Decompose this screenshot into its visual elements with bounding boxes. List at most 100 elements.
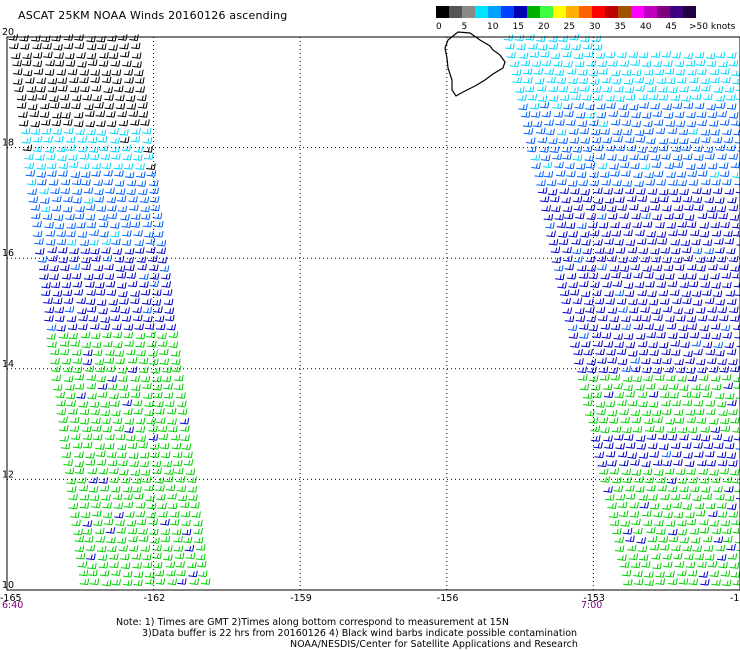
wind-barb	[110, 137, 120, 144]
wind-barb	[70, 340, 80, 347]
wind-barb	[592, 391, 602, 399]
wind-barb	[173, 545, 184, 552]
wind-barb	[716, 205, 727, 213]
wind-barb	[637, 238, 647, 245]
wind-barb	[63, 42, 74, 50]
wind-barb	[726, 348, 737, 356]
wind-barb	[562, 51, 572, 58]
wind-barb	[60, 187, 71, 195]
wind-barb	[673, 459, 683, 466]
wind-barb	[97, 43, 107, 50]
longitude-label: -165	[0, 593, 22, 604]
wind-barb	[641, 357, 651, 365]
wind-barb	[611, 230, 622, 237]
wind-barb	[585, 162, 596, 169]
wind-barb	[55, 315, 65, 322]
wind-barb	[648, 494, 658, 501]
wind-barb	[109, 553, 119, 560]
wind-barb	[103, 518, 114, 526]
wind-barb	[126, 519, 137, 527]
wind-barb	[660, 391, 670, 399]
wind-barb	[697, 212, 708, 220]
wind-barb	[674, 417, 685, 424]
wind-barb	[724, 188, 735, 195]
wind-barb	[623, 78, 634, 85]
wind-barb	[614, 289, 625, 297]
legend-swatch	[475, 6, 488, 18]
wind-barb	[66, 315, 77, 323]
wind-barb	[554, 69, 565, 76]
wind-barb	[548, 85, 559, 93]
wind-barb	[734, 538, 740, 544]
wind-barb	[653, 119, 664, 126]
wind-barb	[62, 289, 73, 297]
wind-barb	[677, 477, 688, 484]
wind-barb	[135, 332, 146, 340]
wind-barb	[68, 493, 78, 501]
wind-barb	[531, 60, 542, 68]
legend-swatch	[631, 6, 644, 18]
wind-barb	[623, 229, 633, 237]
legend-swatch	[436, 6, 449, 18]
wind-barb	[71, 94, 82, 102]
wind-barb	[619, 60, 630, 67]
wind-barb	[670, 340, 681, 347]
wind-barb	[115, 265, 126, 272]
wind-barb	[583, 399, 593, 407]
wind-barb	[728, 153, 739, 160]
wind-barb	[82, 358, 93, 366]
wind-barb	[140, 119, 150, 126]
wind-barb	[692, 187, 702, 195]
wind-barb	[696, 417, 707, 424]
wind-barb	[688, 578, 699, 586]
wind-barb	[627, 399, 638, 407]
wind-barb	[600, 476, 610, 483]
wind-barb	[707, 162, 718, 170]
wind-barb	[637, 298, 648, 306]
wind-barb	[724, 442, 735, 450]
wind-barb	[13, 68, 23, 75]
wind-barb	[156, 493, 166, 501]
wind-barb	[520, 59, 531, 67]
wind-barb	[127, 442, 138, 449]
map-title: ASCAT 25KM NOAA Winds 20160126 ascending	[18, 9, 288, 22]
wind-barb	[686, 263, 697, 271]
wind-barb	[135, 247, 145, 254]
wind-barb	[130, 375, 140, 382]
wind-barb	[559, 94, 570, 101]
wind-barb	[617, 501, 628, 509]
wind-barb	[718, 162, 729, 169]
wind-barb	[662, 553, 672, 560]
wind-barb	[144, 571, 155, 578]
wind-barb	[581, 340, 591, 348]
wind-barb	[571, 43, 581, 51]
wind-barb	[618, 256, 628, 264]
wind-barb	[668, 188, 679, 196]
wind-barb	[620, 561, 630, 568]
wind-barb	[64, 127, 74, 135]
wind-barb	[666, 374, 676, 382]
wind-barb	[732, 528, 740, 534]
wind-barb	[564, 263, 575, 271]
wind-barb	[86, 43, 97, 51]
wind-barb	[697, 366, 707, 374]
lat-lon-grid	[7, 37, 740, 590]
wind-barb	[45, 59, 55, 67]
wind-barb	[602, 86, 613, 93]
wind-barb	[557, 282, 567, 289]
wind-barb	[623, 333, 634, 340]
wind-barb	[104, 263, 114, 271]
wind-barb	[715, 493, 725, 501]
wind-barb	[607, 502, 617, 509]
wind-barb	[637, 195, 648, 202]
wind-barb	[570, 341, 580, 348]
wind-barb	[717, 511, 728, 518]
wind-barb	[656, 231, 667, 238]
wind-barb	[124, 77, 134, 84]
wind-barb	[124, 256, 134, 264]
wind-barb	[44, 315, 54, 322]
wind-barb	[106, 536, 116, 544]
wind-barb	[715, 197, 725, 204]
wind-barb	[511, 69, 522, 76]
wind-barb	[156, 417, 166, 424]
